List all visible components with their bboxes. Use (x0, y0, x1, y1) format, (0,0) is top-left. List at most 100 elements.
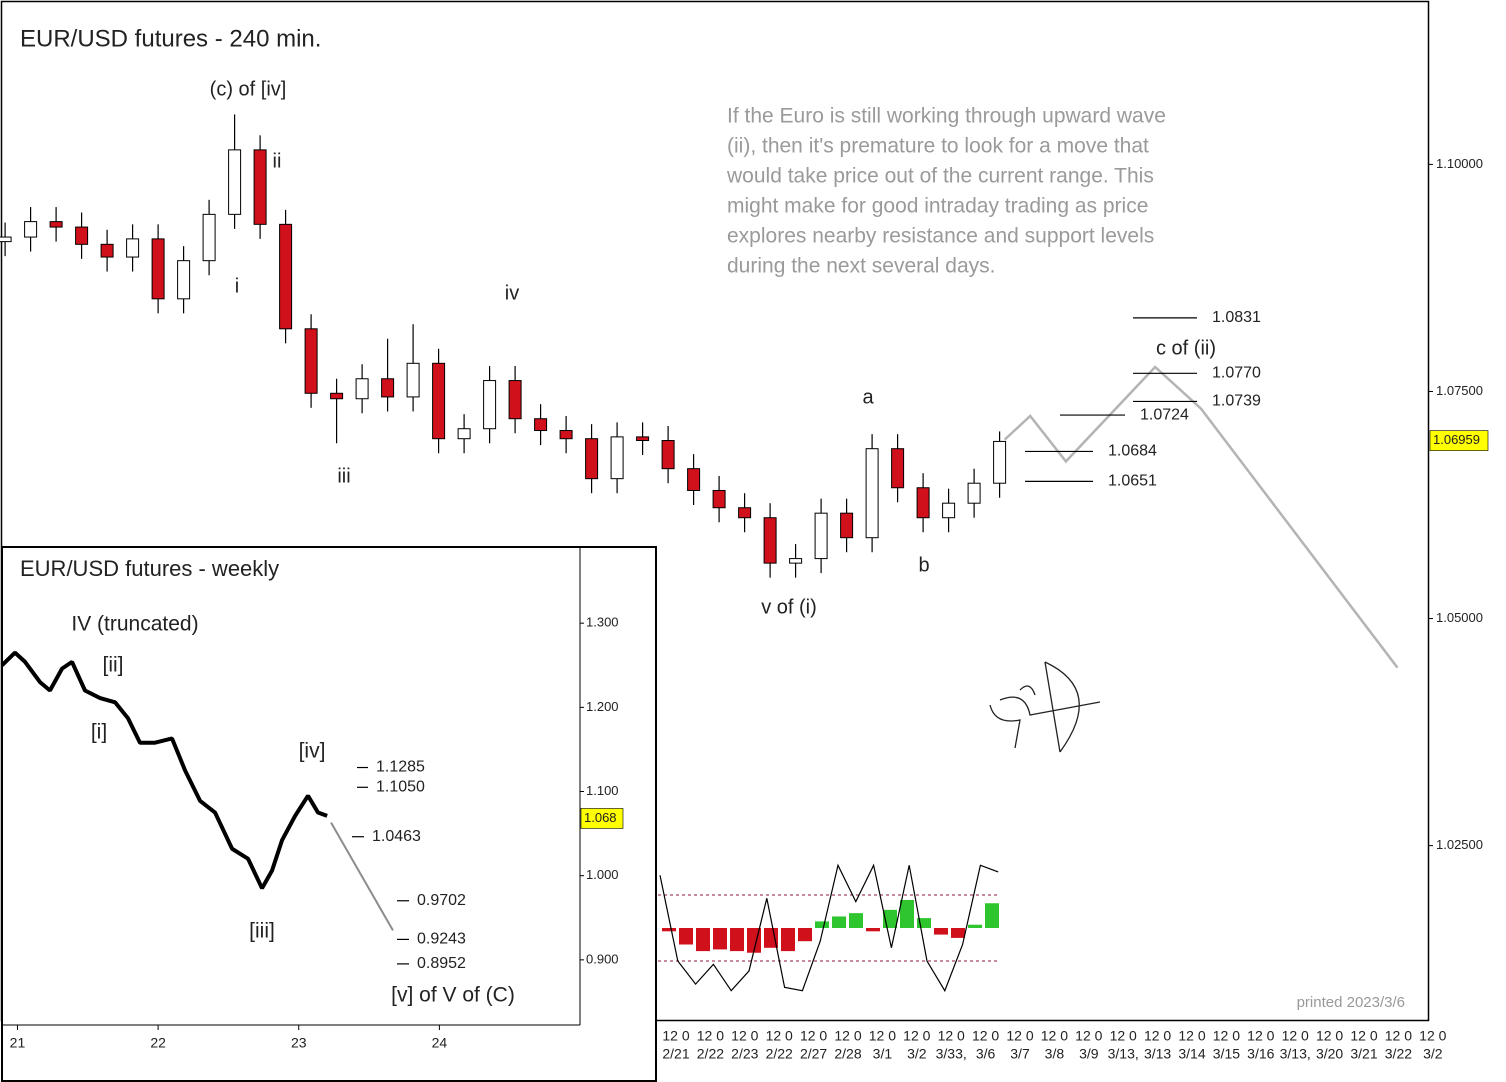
candle-body (381, 378, 395, 398)
last-price-label: 1.068 (584, 810, 617, 825)
level-label: 1.1285 (376, 759, 425, 776)
candle-body (457, 428, 471, 440)
candle-body (330, 392, 344, 400)
candle-body (49, 221, 63, 228)
y-tick-label: 1.07500 (1436, 383, 1483, 398)
level-label: 1.0770 (1212, 365, 1261, 382)
candle-body (279, 223, 293, 330)
wave-label: v of (i) (761, 596, 817, 618)
x-tick-label: 22 (150, 1035, 166, 1051)
candle-body (814, 512, 828, 560)
wave-label: (c) of [iv] (210, 78, 287, 100)
inset-chart: 1.300 1.200 1.100 1.000 0.900 21 22 23 24 1.1285 1… (0, 547, 624, 1051)
x-hour-label: 12 0 (1213, 1028, 1240, 1044)
x-hour-label: 12 0 (800, 1028, 827, 1044)
oscillator-bar (815, 921, 829, 928)
wave-label: [iv] (299, 740, 326, 763)
x-hour-label: 12 0 (1041, 1028, 1068, 1044)
oscillator-bar (696, 928, 710, 952)
wave-label: a (862, 386, 874, 408)
candle-body (687, 468, 701, 491)
x-date-label: 3/2 (907, 1046, 927, 1062)
level-label: 1.0684 (1108, 443, 1157, 460)
x-date-label: 2/23 (731, 1046, 758, 1062)
x-date-label: 3/13, (1108, 1046, 1139, 1062)
x-hour-label: 12 0 (697, 1028, 724, 1044)
commentary-line: (ii), then it's premature to look for a … (727, 135, 1149, 158)
footnote: printed 2023/3/6 (1297, 994, 1405, 1011)
candle-body (406, 362, 420, 398)
commentary-line: during the next several days. (727, 255, 996, 278)
candle-body (75, 226, 89, 245)
x-hour-label: 12 0 (1419, 1028, 1446, 1044)
level-label: 1.0651 (1108, 473, 1157, 490)
candle-body (891, 448, 905, 489)
level-label: 0.8952 (417, 955, 466, 972)
x-date-label: 2/28 (834, 1046, 861, 1062)
last-price-label: 1.06959 (1433, 432, 1480, 447)
oscillator-bar (730, 928, 744, 952)
candle-body (24, 221, 38, 238)
x-date-label: 2/22 (697, 1046, 724, 1062)
wave-label: c of (ii) (1156, 337, 1216, 359)
oscillator-bar (849, 913, 863, 928)
candle-body (661, 440, 675, 470)
level-label: 0.9243 (417, 931, 466, 948)
x-date-label: 2/22 (766, 1046, 793, 1062)
candle-body (534, 418, 548, 432)
x-hour-label: 12 0 (1110, 1028, 1137, 1044)
candle-body (738, 507, 752, 519)
level-label: 1.1050 (376, 779, 425, 796)
x-tick-label: 24 (432, 1035, 448, 1051)
inset-frame (1, 546, 657, 1082)
oscillator-bar (764, 928, 778, 948)
projection-line (330, 822, 394, 931)
y-tick-label: 1.300 (586, 615, 619, 630)
candle-body (432, 362, 446, 440)
oscillator-bar (662, 928, 676, 932)
wave-label: [v] of V of (C) (391, 984, 515, 1007)
wave-label: ii (273, 150, 282, 172)
x-date-label: 3/16 (1247, 1046, 1274, 1062)
oscillator-bar (798, 928, 812, 942)
x-tick-label: 23 (291, 1035, 307, 1051)
x-hour-label: 12 0 (869, 1028, 896, 1044)
candle-body (865, 448, 879, 539)
oscillator-bar (934, 928, 948, 935)
oscillator-bar (866, 928, 880, 932)
x-hour-label: 12 0 (731, 1028, 758, 1044)
candle-body (942, 502, 956, 519)
x-date-label: 3/2 (1423, 1046, 1443, 1062)
candle-body (228, 149, 242, 215)
last-price-box (1429, 430, 1489, 451)
commentary-line: might make for good intraday trading as … (727, 195, 1148, 218)
y-tick-label: 1.05000 (1436, 610, 1483, 625)
x-hour-label: 12 0 (1350, 1028, 1377, 1044)
x-hour-label: 12 0 (1247, 1028, 1274, 1044)
main-frame (0, 0, 1430, 1022)
y-tick-label: 0.900 (586, 951, 619, 966)
x-date-label: 3/21 (1350, 1046, 1377, 1062)
archer-logo (989, 661, 1101, 753)
wave-label: iv (505, 282, 519, 304)
oscillator-line (659, 863, 999, 993)
x-hour-label: 12 0 (1282, 1028, 1309, 1044)
candle-body (840, 512, 854, 539)
y-tick-label: 1.200 (586, 699, 619, 714)
commentary-line: explores nearby resistance and support l… (727, 225, 1154, 248)
x-hour-label: 12 0 (1316, 1028, 1343, 1044)
oscillator-bar (713, 928, 727, 950)
x-date-label: 3/7 (1010, 1046, 1030, 1062)
commentary-line: would take price out of the current rang… (726, 165, 1154, 188)
x-date-label: 3/13, (1280, 1046, 1311, 1062)
oscillator-bar (781, 928, 795, 952)
candle-body (177, 260, 191, 300)
candle-body (0, 236, 12, 243)
wave-label: iii (337, 465, 350, 487)
wave-label: i (235, 275, 239, 297)
x-date-label: 2/27 (800, 1046, 827, 1062)
x-hour-label: 12 0 (1075, 1028, 1102, 1044)
oscillator-bar (679, 928, 693, 945)
candle-body (355, 378, 369, 400)
